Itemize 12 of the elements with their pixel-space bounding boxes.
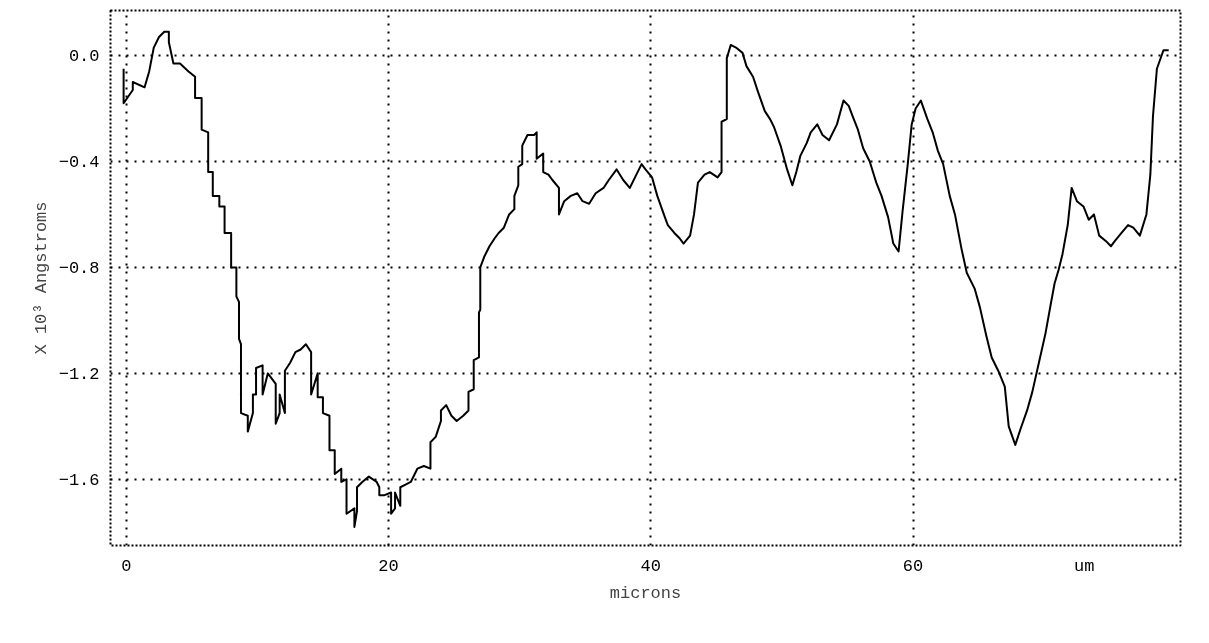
- x-tick-label: 0: [121, 556, 132, 576]
- y-axis-title: X 10³ Angstroms: [31, 201, 51, 355]
- y-tick-label: −1.2: [58, 364, 100, 384]
- y-tick-label: −1.6: [58, 470, 100, 490]
- text: um: [1074, 556, 1095, 576]
- x-tick-label: 20: [378, 556, 399, 576]
- x-axis-title: microns: [609, 583, 682, 603]
- y-tick-label: −0.8: [58, 258, 100, 278]
- y-tick-label: −0.4: [58, 152, 100, 172]
- y-tick-label: 0.0: [68, 47, 100, 67]
- x-tick-label: 60: [902, 556, 924, 576]
- x-tick-label: 40: [640, 556, 661, 576]
